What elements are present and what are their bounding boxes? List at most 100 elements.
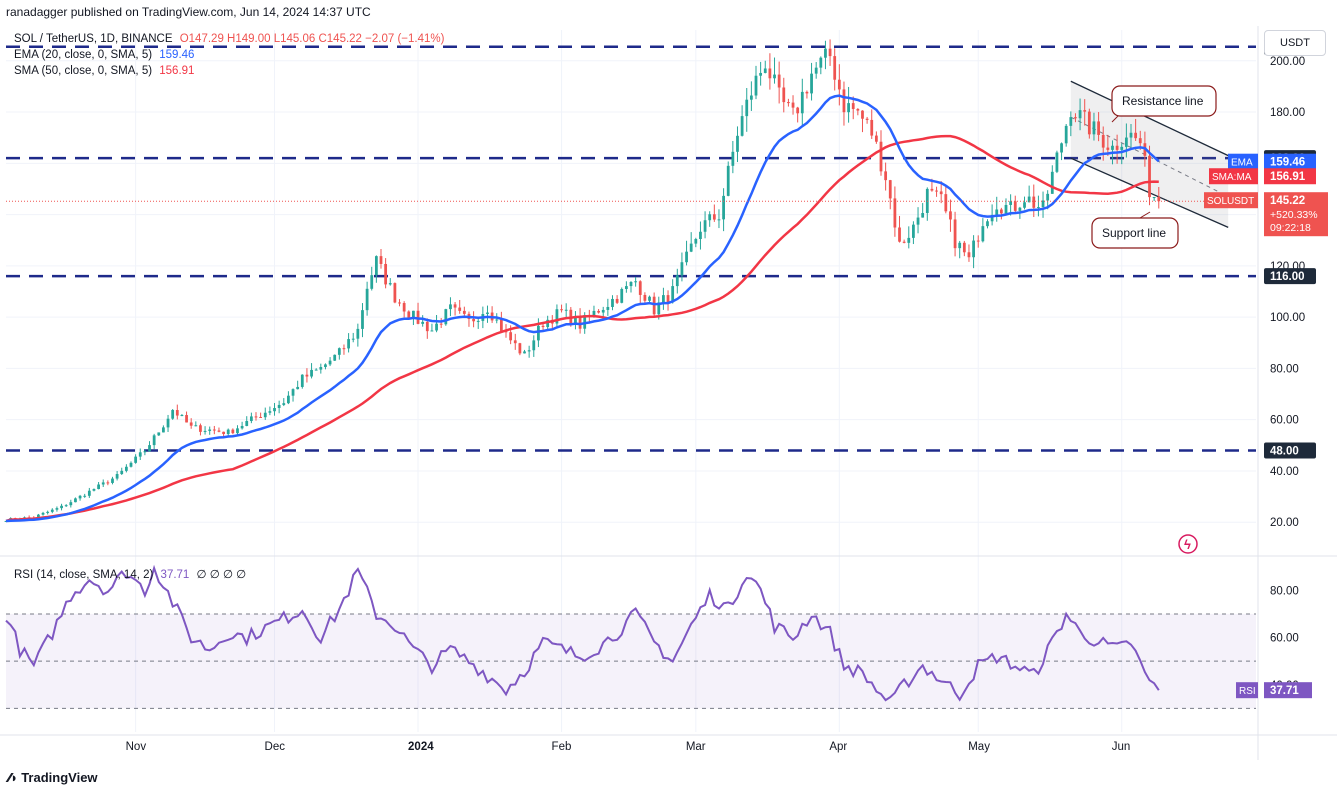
candle-body — [888, 180, 892, 199]
candle-body — [773, 74, 776, 79]
candle-body — [310, 369, 313, 377]
sma-tag-value-bg — [1264, 168, 1316, 185]
sma-legend[interactable]: SMA (50, close, 0, SMA, 5) 156.91 — [14, 65, 198, 77]
candle-body — [523, 351, 526, 354]
candle-body — [662, 295, 665, 303]
candle-body — [976, 240, 980, 242]
candle-body — [421, 321, 425, 324]
level-tag-label: 48.00 — [1270, 445, 1299, 457]
ema-legend[interactable]: EMA (20, close, 0, SMA, 5) 159.46 — [14, 49, 198, 61]
candle-body — [990, 214, 994, 222]
price-tick-label: 20.00 — [1270, 517, 1299, 529]
rsi-tag-badge — [1236, 682, 1258, 699]
candle-body — [430, 330, 434, 332]
candle-body — [606, 306, 610, 310]
candle-body — [1009, 201, 1013, 205]
candle-body — [814, 67, 818, 74]
candle-body — [486, 312, 489, 315]
candle-body — [652, 296, 656, 315]
price-change-percent: +520.33% — [1270, 209, 1318, 221]
symbol-tag-text: SOLUSDT — [1207, 196, 1254, 207]
candle-body — [518, 343, 522, 354]
symbol-legend: SOL / TetherUS, 1D, BINANCE O147.29 H149… — [14, 33, 448, 45]
price-tick-label: 100.00 — [1270, 312, 1305, 324]
candle-body — [828, 48, 832, 57]
sma-tag-value: 156.91 — [1270, 171, 1306, 183]
candle-body — [1055, 152, 1059, 172]
rsi-tick-label: 60.00 — [1270, 633, 1299, 645]
candle-body — [64, 505, 68, 507]
candle-body — [935, 190, 938, 192]
candle-body — [199, 425, 202, 432]
ema-price-tag-value-bg — [1264, 153, 1316, 170]
candle-body — [1120, 146, 1124, 150]
resistance-callout-pointer — [1111, 115, 1119, 123]
candle-body — [1111, 145, 1114, 150]
candle-body — [226, 429, 230, 435]
candle-body — [1018, 207, 1022, 211]
bar-countdown: 09:22:18 — [1270, 222, 1311, 234]
rsi-line — [5, 564, 1160, 702]
ema-price-tag-value: 159.46 — [1270, 157, 1305, 169]
candle-body — [148, 445, 151, 452]
candle-body — [986, 221, 989, 227]
candle-body — [833, 56, 837, 80]
candle-body — [328, 360, 332, 365]
rsi-legend[interactable]: RSI (14, close, SMA, 14, 2) 37.71 ∅ ∅ ∅ … — [14, 567, 250, 581]
candle-body — [361, 310, 364, 329]
candle-body — [967, 252, 971, 258]
candle-body — [245, 421, 249, 426]
candle-body — [282, 403, 286, 405]
candle-body — [805, 91, 809, 94]
candle-body — [476, 320, 480, 322]
candle-body — [180, 415, 184, 417]
candle-body — [583, 315, 587, 329]
candle-body — [106, 482, 110, 484]
candle-body — [374, 256, 378, 276]
candle-body — [254, 416, 258, 418]
candle-body — [333, 354, 337, 361]
candle-body — [212, 429, 216, 431]
candle-body — [972, 240, 975, 258]
candle-body — [231, 429, 235, 434]
candle-body — [861, 110, 864, 119]
ema-price-tag-badge — [1228, 153, 1258, 170]
candle-body — [1148, 155, 1151, 198]
candle-body — [393, 283, 397, 303]
time-tick-label: Apr — [829, 741, 847, 753]
support-callout-box — [1091, 217, 1179, 249]
candle-body — [162, 427, 165, 433]
candle-body — [981, 226, 985, 242]
candle-body — [222, 431, 225, 435]
tradingview-footer[interactable]: ⁄⁄◗ TradingView — [8, 770, 98, 785]
candle-body — [287, 395, 290, 404]
candle-body — [1083, 110, 1087, 112]
candle-body — [1046, 193, 1050, 201]
candle-body — [824, 48, 827, 58]
currency-button[interactable]: USDT — [1264, 30, 1326, 56]
candle-body — [555, 309, 559, 324]
rsi-legend-value: 37.71 — [160, 569, 190, 581]
candle-body — [499, 319, 503, 332]
candle-body — [273, 407, 276, 412]
symbol-name[interactable]: SOL / TetherUS, 1D, BINANCE — [14, 33, 173, 45]
last-price-box — [1264, 192, 1328, 237]
candle-body — [708, 214, 712, 221]
candle-body — [203, 430, 207, 432]
candle-body — [541, 325, 545, 328]
publisher-caption: ranadagger published on TradingView.com,… — [6, 5, 371, 19]
candle-body — [296, 386, 300, 390]
candle-body — [236, 428, 239, 434]
candle-body — [152, 435, 156, 446]
price-tick-label: 60.00 — [1270, 415, 1299, 427]
lightning-icon — [1178, 534, 1198, 554]
candle-body — [41, 512, 45, 515]
candle-body — [388, 283, 392, 285]
candle-body — [1134, 132, 1138, 139]
candle-body — [319, 367, 323, 370]
time-tick-label: Mar — [686, 741, 706, 753]
candle-body — [337, 348, 341, 355]
candle-body — [379, 256, 383, 264]
candle-body — [351, 338, 355, 340]
